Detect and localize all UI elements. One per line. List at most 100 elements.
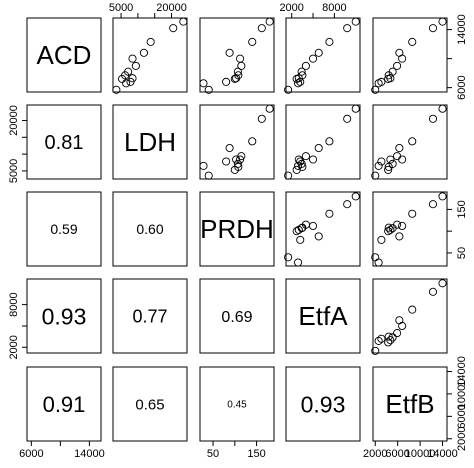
scatter-point bbox=[233, 67, 242, 76]
scatter-point bbox=[265, 104, 274, 113]
scatter-point bbox=[377, 157, 386, 166]
scatter-point bbox=[398, 221, 407, 230]
scatter-point bbox=[393, 220, 402, 229]
scatter-point bbox=[257, 24, 266, 33]
scatter-point bbox=[248, 37, 257, 46]
scatter-point bbox=[297, 159, 306, 168]
tick-label: 6000 bbox=[19, 448, 43, 460]
tick-label: 14000 bbox=[456, 14, 468, 45]
scatter-point bbox=[351, 192, 360, 201]
correlation-value: 0.69 bbox=[221, 309, 252, 326]
scatter-point bbox=[325, 37, 334, 46]
panel-ldh-prdh bbox=[199, 104, 275, 180]
scatter-point bbox=[386, 225, 395, 234]
scatter-point bbox=[248, 137, 257, 146]
scatter-point bbox=[408, 37, 417, 46]
tick-label: 5000 bbox=[8, 159, 20, 183]
scatter-point bbox=[204, 85, 213, 94]
scatter-point bbox=[388, 159, 397, 168]
panel-etfa-acd bbox=[26, 278, 102, 354]
panel-etfb-etfb bbox=[372, 366, 448, 442]
scatter-point bbox=[377, 235, 386, 244]
tick-label: 20000 bbox=[8, 105, 20, 136]
tick-label: 10000 bbox=[405, 448, 436, 460]
scatter-point bbox=[139, 48, 148, 57]
variable-label-ldh: LDH bbox=[124, 127, 176, 157]
scatter-point bbox=[386, 155, 395, 164]
scatter-point bbox=[377, 77, 386, 86]
scatter-point bbox=[146, 37, 155, 46]
panel-etfb-acd bbox=[26, 366, 102, 442]
scatter-point bbox=[398, 155, 407, 164]
scatter-point bbox=[384, 338, 393, 347]
scatter-point bbox=[222, 157, 231, 166]
scatter-point bbox=[395, 48, 404, 57]
scatter-point bbox=[294, 155, 303, 164]
correlation-value: 0.65 bbox=[135, 396, 164, 413]
tick-label: 150 bbox=[247, 448, 265, 460]
scatter-point bbox=[314, 232, 323, 241]
panel-etfa-ldh bbox=[112, 278, 188, 354]
scatter-point bbox=[308, 54, 318, 63]
scatter-point bbox=[343, 24, 352, 33]
correlation-value: 0.93 bbox=[301, 391, 346, 417]
scatter-point bbox=[265, 17, 274, 26]
tick-label: 6000 bbox=[456, 75, 468, 99]
scatter-point bbox=[298, 162, 307, 171]
scatter-point bbox=[314, 143, 323, 153]
panel-acd-ldh bbox=[112, 17, 188, 93]
scatter-point bbox=[371, 85, 380, 94]
scatter-point bbox=[199, 161, 208, 170]
scatter-point bbox=[438, 104, 447, 113]
scatter-point bbox=[235, 155, 245, 164]
tick-label: 2000 bbox=[456, 427, 468, 451]
tick-label: 2000 bbox=[363, 448, 387, 460]
tick-label: 14000 bbox=[456, 356, 468, 387]
scatter-point bbox=[388, 333, 397, 342]
scatter-point bbox=[234, 162, 243, 171]
scatter-point bbox=[374, 258, 383, 267]
scatter-point bbox=[301, 61, 310, 70]
scatter-point bbox=[284, 253, 293, 262]
panel-prdh-acd bbox=[26, 191, 102, 267]
scatter-point bbox=[408, 305, 417, 314]
variable-label-acd: ACD bbox=[37, 40, 92, 70]
tick-label: 8000 bbox=[322, 2, 346, 14]
tick-label: 150 bbox=[456, 200, 468, 218]
scatter-point bbox=[112, 85, 121, 94]
scatter-point bbox=[294, 258, 303, 267]
scatter-point bbox=[128, 54, 137, 63]
panel-acd-prdh bbox=[199, 17, 275, 93]
scatter-point bbox=[393, 329, 402, 338]
scatter-point bbox=[233, 159, 242, 168]
scatter-point bbox=[395, 143, 404, 153]
panel-etfa-prdh bbox=[199, 278, 275, 354]
variable-label-etfa: EtfA bbox=[298, 301, 348, 331]
scatter-point bbox=[131, 61, 140, 70]
scatter-point bbox=[393, 61, 402, 70]
tick-label: 8000 bbox=[8, 292, 20, 316]
scatter-point bbox=[386, 336, 395, 345]
correlation-value: 0.59 bbox=[50, 221, 77, 237]
correlation-value: 0.60 bbox=[136, 221, 163, 237]
scatter-point bbox=[371, 346, 380, 355]
panel-acd-acd bbox=[26, 17, 102, 93]
scatter-point bbox=[128, 74, 137, 83]
scatter-point bbox=[222, 77, 231, 86]
variable-label-etfb: EtfB bbox=[385, 389, 434, 419]
scatter-point bbox=[237, 152, 246, 161]
scatter-point bbox=[301, 152, 310, 161]
panel-etfb-etfa bbox=[285, 366, 361, 442]
scatter-point bbox=[343, 114, 352, 123]
scatter-point bbox=[308, 155, 318, 164]
panel-prdh-etfb bbox=[372, 191, 448, 267]
panel-etfa-etfb bbox=[372, 278, 448, 354]
tick-label: 5000 bbox=[109, 2, 133, 14]
scatter-point bbox=[124, 67, 133, 76]
scatter-point bbox=[351, 104, 360, 113]
scatter-point bbox=[395, 316, 404, 325]
tick-label: 50 bbox=[207, 448, 219, 460]
scatter-point bbox=[204, 171, 213, 180]
scatter-point bbox=[199, 79, 208, 88]
scatter-point bbox=[428, 200, 438, 209]
